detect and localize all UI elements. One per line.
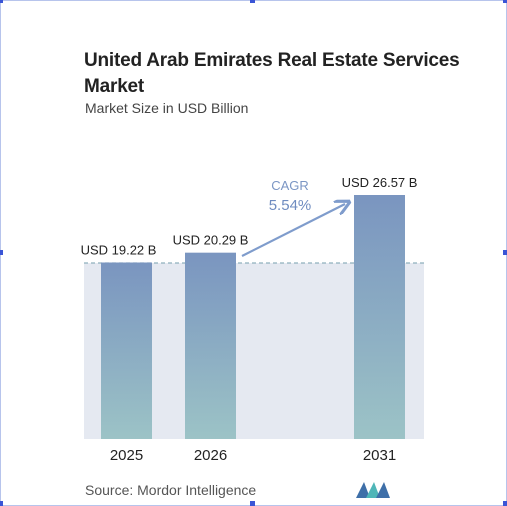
resize-handle-top-right[interactable] [503,0,507,3]
mordor-logo [356,482,390,498]
cagr-arrow [241,204,345,257]
resize-handle-bottom-left[interactable] [0,501,3,506]
resize-handle-right[interactable] [503,250,507,255]
value-label-2026: USD 20.29 B [173,233,249,248]
x-tick-2025: 2025 [110,447,143,464]
resize-handle-bottom-right[interactable] [503,501,507,506]
resize-handle-left[interactable] [0,250,3,255]
bar-2025 [101,262,152,439]
cagr-label: CAGR [271,178,309,193]
source-note: Source: Mordor Intelligence [85,482,257,498]
value-label-2025: USD 19.22 B [81,242,157,257]
cagr-value: 5.54% [269,197,312,214]
resize-handle-top[interactable] [250,0,255,3]
bar-2031 [354,195,405,439]
chart-title: United Arab Emirates Real Estate Service… [84,50,460,97]
value-label-2031: USD 26.57 B [342,175,418,190]
resize-handle-bottom[interactable] [250,501,255,506]
resize-handle-top-left[interactable] [0,0,3,3]
x-tick-2031: 2031 [363,447,396,464]
chart-subtitle: Market Size in USD Billion [85,100,249,116]
x-tick-2026: 2026 [194,447,227,464]
bar-2026 [185,252,236,439]
